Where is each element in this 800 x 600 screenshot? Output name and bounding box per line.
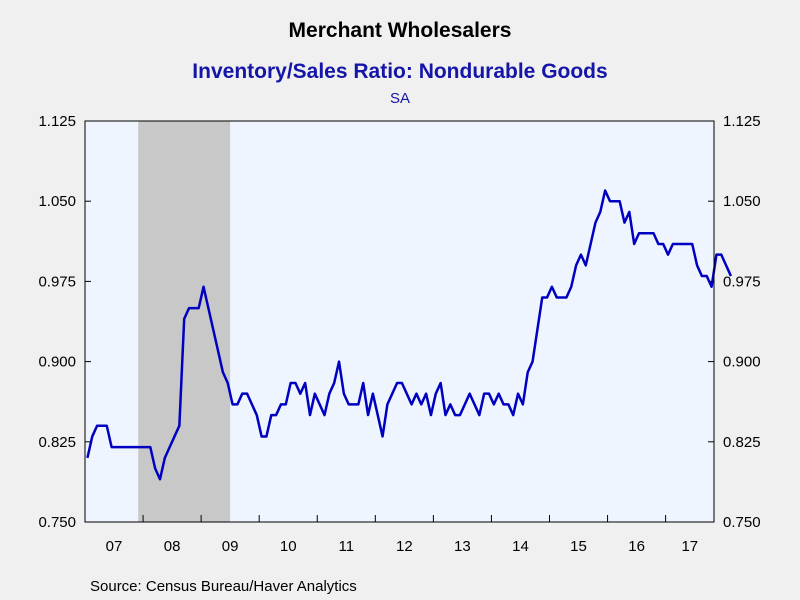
chart-subtitle: Inventory/Sales Ratio: Nondurable Goods (192, 60, 608, 83)
x-axis-ticks: 07 08 09 10 11 12 13 14 15 16 17 (106, 515, 698, 555)
y-tick-label-right: 0.750 (723, 514, 761, 531)
x-tick-label: 13 (454, 538, 471, 555)
source-note: Source: Census Bureau/Haver Analytics (90, 578, 357, 595)
y-tick-label-right: 1.050 (723, 193, 761, 210)
x-tick-label: 11 (338, 538, 354, 555)
y-tick-label-left: 0.900 (38, 354, 76, 371)
chart-note: SA (389, 90, 410, 107)
y-tick-label-right: 0.900 (723, 354, 761, 371)
y-tick-label-right: 0.825 (723, 434, 761, 451)
y-tick-label-left: 1.050 (38, 193, 76, 210)
x-tick-label: 09 (222, 538, 239, 555)
x-tick-label: 10 (280, 538, 297, 555)
y-tick-label-right: 0.975 (723, 273, 761, 290)
y-tick-label-right: 1.125 (723, 113, 761, 130)
x-tick-label: 12 (396, 538, 413, 555)
plot-border (84, 120, 715, 523)
x-tick-label: 17 (681, 538, 698, 555)
series-line (86, 189, 733, 481)
y-tick-label-left: 0.975 (38, 273, 76, 290)
y-axis-ticks: 0.750 0.750 0.825 0.825 0.900 0.900 0.975 0.975… (38, 113, 760, 531)
y-tick-label-left: 0.825 (38, 434, 76, 451)
x-tick-label: 16 (628, 538, 645, 555)
x-tick-label: 14 (512, 538, 529, 555)
y-tick-label-left: 0.750 (38, 514, 76, 531)
x-tick-label: 07 (106, 538, 123, 555)
y-tick-label-left: 1.125 (38, 113, 76, 130)
chart-title: Merchant Wholesalers (288, 19, 512, 42)
x-tick-label: 15 (570, 538, 587, 555)
x-tick-label: 08 (164, 538, 181, 555)
